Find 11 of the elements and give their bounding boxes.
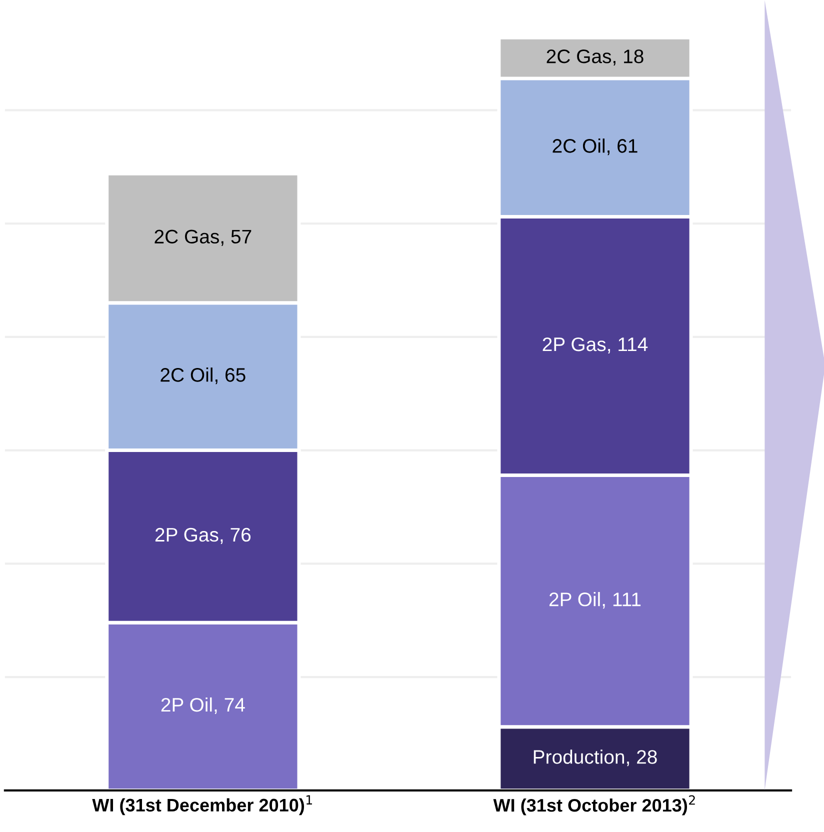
data-label: 2C Gas, 18	[546, 49, 644, 66]
data-label: 2P Gas, 114	[542, 337, 648, 354]
data-label: 2P Oil, 111	[549, 592, 641, 609]
x-tick-label: WI (31st December 2010)$^{1}$	[92, 795, 312, 816]
data-label: 2C Oil, 65	[160, 368, 246, 384]
data-label: 2P Gas, 76	[155, 528, 251, 544]
data-label: 2P Oil, 74	[161, 697, 245, 714]
data-label: 2C Oil, 61	[552, 138, 638, 156]
data-label: 2C Gas, 57	[154, 230, 252, 246]
data-label: Production, 28	[534, 750, 657, 766]
x-tick-label: WI (31st October 2013)$^{2}$	[493, 795, 695, 816]
